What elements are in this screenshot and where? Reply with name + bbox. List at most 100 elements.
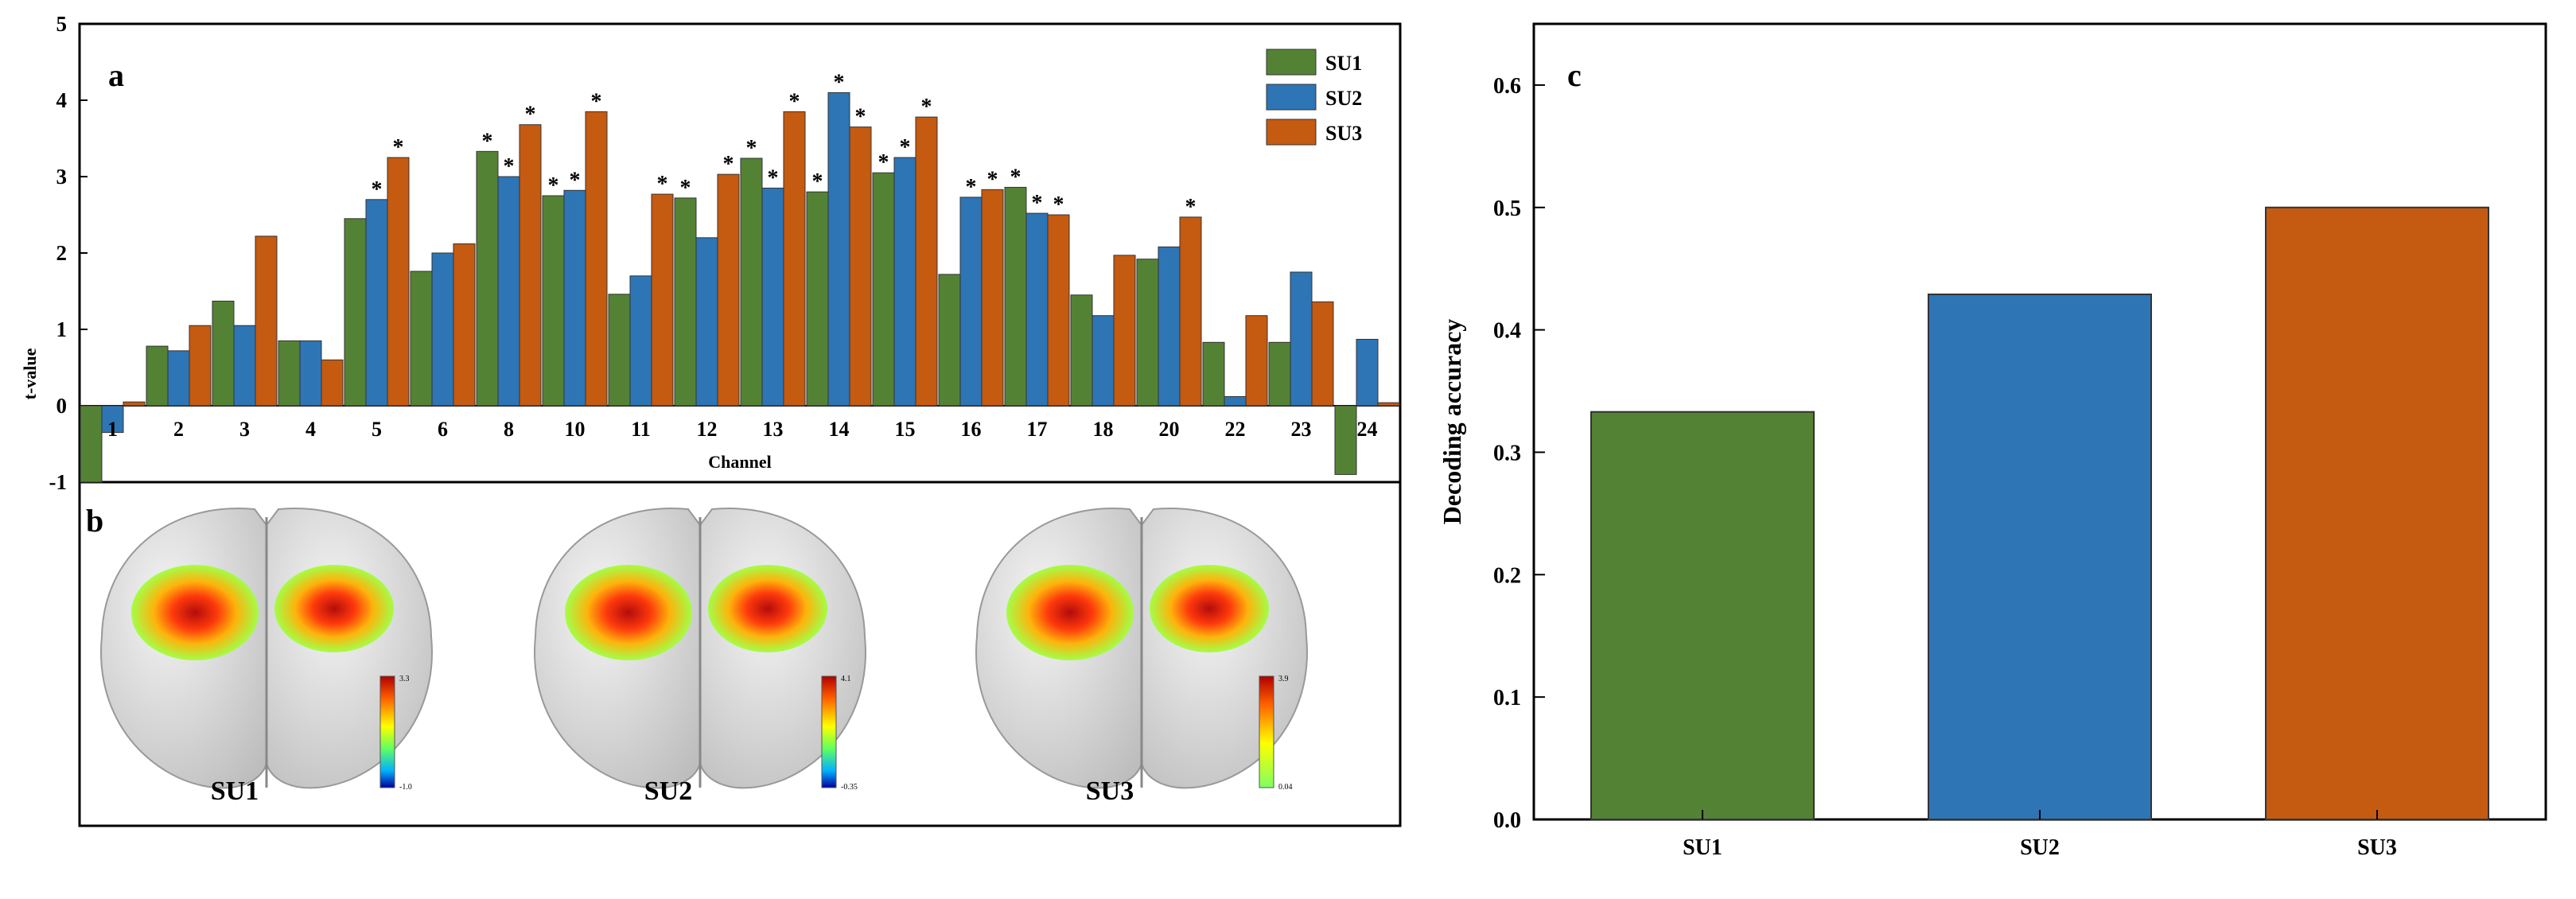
bar-su3-ch17 (1047, 214, 1070, 407)
bar-su1-ch6 (410, 270, 433, 407)
bar-su2-ch3 (233, 325, 256, 407)
panel-b-frame (78, 481, 1402, 827)
bar-su2-ch8 (497, 176, 520, 407)
x-tick-label: SU1 (1683, 835, 1722, 860)
bar-su2-ch22 (1224, 395, 1247, 407)
panel-c-chart: 0.0 0.1 0.2 0.3 0.4 0.5 0.6 Decoding accuracy SU… (1438, 22, 2547, 860)
bar-su2-ch17 (1025, 212, 1049, 407)
bar-su2-ch1 (101, 405, 124, 434)
panel-label-a: a (108, 57, 124, 93)
bar-su3-ch4 (321, 359, 344, 407)
significance-star: * (482, 129, 493, 154)
brain-label: SU3 (1086, 776, 1134, 806)
y-tick-label: 0.6 (1493, 74, 1521, 99)
bar-su1-ch1 (80, 405, 103, 483)
bar-su1-ch22 (1202, 341, 1225, 407)
panel-a-legend: SU1 SU2 SU3 (1266, 49, 1362, 146)
y-tick-label: 0.3 (1493, 441, 1521, 465)
bar-su1-ch2 (146, 345, 169, 407)
bar-su2 (1928, 294, 2152, 820)
significance-star: * (525, 103, 536, 127)
significance-star: * (570, 168, 581, 193)
x-tick-label: 2 (173, 418, 184, 441)
significance-star: * (1032, 191, 1043, 216)
bar-su1-ch11 (608, 294, 631, 407)
y-tick-label: 1 (56, 317, 68, 341)
activation-right (274, 565, 394, 652)
significance-star: * (1185, 195, 1197, 220)
significance-star: * (746, 136, 757, 161)
legend-label-su1: SU1 (1325, 52, 1362, 75)
brain-label: SU2 (644, 776, 692, 806)
bar-su3-ch18 (1113, 255, 1136, 407)
significance-star: * (393, 135, 404, 160)
colorbar (821, 675, 837, 788)
bar-su2-ch2 (167, 350, 190, 407)
brain-label: SU1 (211, 776, 259, 806)
bar-su1-ch16 (938, 274, 961, 407)
bar-su3-ch1 (123, 401, 146, 407)
x-tick-label: 17 (1027, 418, 1048, 441)
activation-left (565, 565, 692, 660)
x-axis-label: Channel (708, 452, 771, 472)
bar-su1-ch5 (344, 218, 367, 407)
y-tick-label: 0.1 (1493, 686, 1521, 710)
bar-su3-ch2 (189, 325, 212, 407)
y-axis-label: Decoding accuracy (1438, 319, 1466, 525)
significance-star: * (548, 173, 559, 198)
bar-su3-ch15 (915, 116, 938, 407)
bar-su1-ch17 (1004, 186, 1027, 407)
colorbar-min: -1.0 (399, 783, 412, 792)
y-tick-label: 3 (56, 165, 68, 189)
x-tick-label: 10 (565, 418, 586, 441)
bar-su1-ch13 (740, 158, 763, 407)
bar-su2-ch18 (1091, 315, 1115, 407)
significance-star: * (657, 172, 668, 197)
bar-su3-ch8 (519, 124, 542, 407)
bar-su2-ch16 (959, 197, 983, 407)
legend-swatch-su2 (1266, 84, 1317, 111)
bar-su3-ch22 (1245, 315, 1268, 407)
significance-star: * (966, 175, 977, 200)
colorbar (1259, 675, 1274, 788)
y-axis-label: t-value (20, 348, 40, 399)
bar-su1-ch10 (542, 195, 565, 407)
bar-su2-ch15 (893, 157, 916, 407)
colorbar-max: 3.3 (399, 675, 410, 683)
legend-swatch-su1 (1266, 49, 1317, 76)
y-tick-label: 0 (56, 394, 68, 418)
colorbar (379, 675, 395, 788)
bar-su3 (2265, 206, 2489, 820)
x-tick-label: 11 (631, 418, 651, 441)
x-tick-label: 6 (438, 418, 448, 441)
colorbar-max: 3.9 (1278, 675, 1289, 683)
bar-su2-ch6 (431, 252, 454, 407)
bar-su3-ch12 (717, 173, 740, 407)
activation-left (1006, 565, 1134, 660)
bar-su1-ch23 (1268, 341, 1291, 407)
significance-star: * (768, 165, 779, 190)
bar-su3-ch5 (387, 157, 410, 407)
x-tick-label: 18 (1093, 418, 1114, 441)
x-tick-label: 4 (305, 418, 316, 441)
x-tick-label: 22 (1225, 418, 1246, 441)
colorbar-min: -0.35 (841, 783, 858, 792)
legend-label-su2: SU2 (1325, 87, 1362, 110)
significance-star: * (504, 154, 515, 179)
bar-su2-ch13 (761, 187, 784, 407)
brain-su3: SU3 3.9 0.04 (975, 508, 1308, 806)
panel-a-frame (78, 22, 1402, 484)
bar-su2-ch4 (299, 340, 322, 407)
y-tick-label: 0.2 (1493, 563, 1521, 588)
colorbar-max: 4.1 (841, 675, 851, 683)
significance-star: * (789, 89, 800, 114)
panel-b-brains: SU1 3.3 -1.0 SU2 4.1 -0.35 SU3 3.9 0.04 (100, 508, 1308, 806)
x-tick-label: 15 (895, 418, 916, 441)
x-tick-label: 1 (107, 418, 118, 441)
significance-star: * (855, 105, 866, 130)
x-tick-label: 16 (961, 418, 982, 441)
significance-star: * (723, 152, 734, 177)
activation-right (708, 565, 827, 652)
significance-star: * (1010, 165, 1021, 189)
